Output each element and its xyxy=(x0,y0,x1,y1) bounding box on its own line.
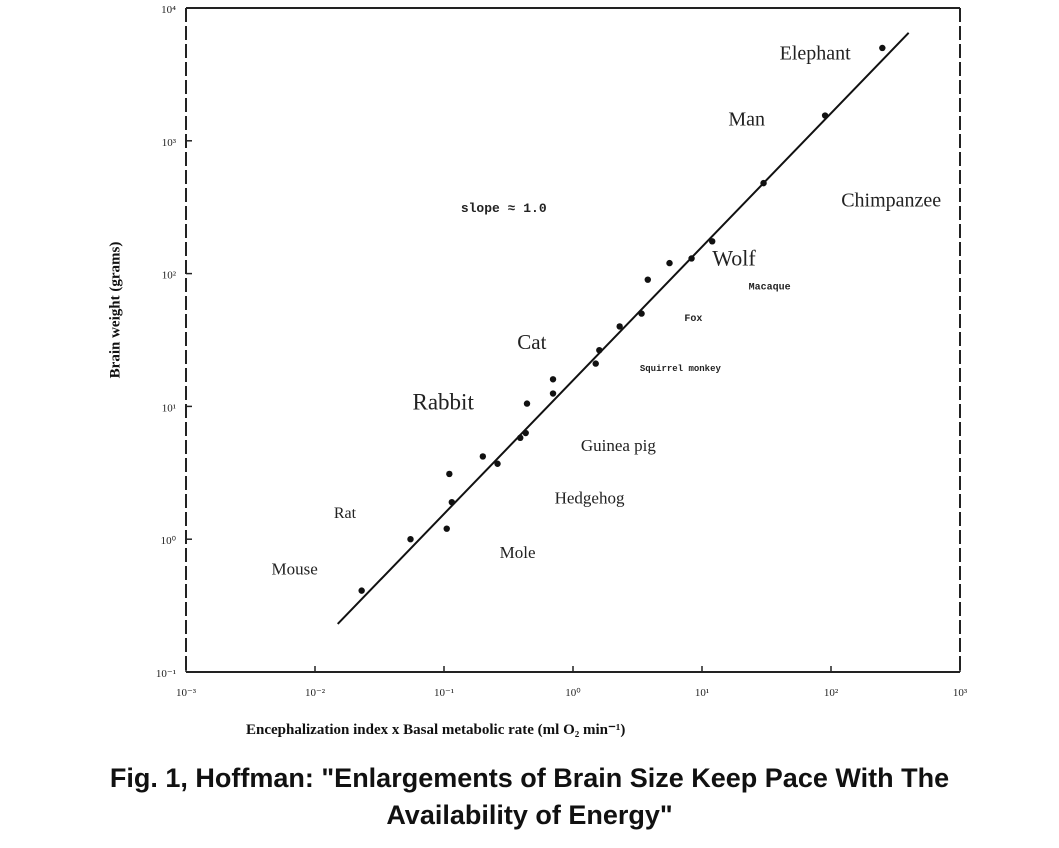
y-axis-label: Brain weight (grams) xyxy=(107,241,124,379)
data-point xyxy=(517,434,524,442)
data-point xyxy=(616,323,623,330)
animal-label: Elephant xyxy=(780,42,852,64)
data-point xyxy=(407,536,414,543)
handwritten-label: slope ≈ 1.0 xyxy=(461,201,547,216)
handwritten-label: Squirrel monkey xyxy=(640,364,722,374)
data-point xyxy=(549,376,557,383)
data-point xyxy=(479,453,487,460)
data-point xyxy=(494,460,501,467)
y-tick-label: 10² xyxy=(162,270,177,282)
animal-label: Rabbit xyxy=(413,389,475,414)
data-point xyxy=(760,179,767,187)
animal-label: Guinea pig xyxy=(581,436,657,455)
y-tick-label: 10⁰ xyxy=(161,535,177,547)
figure-caption-line-2: Availability of Energy" xyxy=(386,800,673,830)
x-tick-label: 10³ xyxy=(953,687,968,699)
animal-label: Cat xyxy=(517,330,546,354)
data-point xyxy=(821,112,829,119)
animal-label: Chimpanzee xyxy=(841,190,941,212)
x-axis-label: Encephalization index x Basal metabolic … xyxy=(246,722,626,738)
data-point xyxy=(448,498,456,506)
data-point xyxy=(666,259,673,267)
data-point xyxy=(446,470,453,478)
animal-label: Man xyxy=(728,109,765,131)
x-tick-label: 10⁻³ xyxy=(176,687,197,699)
data-point xyxy=(596,346,603,354)
animal-label: Wolf xyxy=(712,246,756,271)
data-point xyxy=(879,44,886,52)
regression-line xyxy=(336,32,910,625)
animal-label: Mole xyxy=(500,543,536,562)
data-point xyxy=(549,390,557,397)
handwritten-label: Macaque xyxy=(749,282,791,293)
animal-label: Hedgehog xyxy=(555,489,625,508)
animal-label: Rat xyxy=(334,505,357,522)
handwritten-label: Fox xyxy=(684,314,702,325)
data-point xyxy=(644,276,651,283)
data-point xyxy=(443,525,450,532)
x-tick-label: 10⁻² xyxy=(305,687,326,699)
data-point xyxy=(523,400,531,407)
data-point xyxy=(592,360,599,367)
x-tick-label: 10⁻¹ xyxy=(434,687,454,699)
y-tick-label: 10¹ xyxy=(162,402,176,414)
data-point xyxy=(638,310,645,317)
data-point xyxy=(688,255,695,262)
data-point xyxy=(358,587,365,594)
animal-label: Mouse xyxy=(271,560,317,579)
x-tick-label: 10⁰ xyxy=(565,687,581,699)
figure-caption-line-1: Fig. 1, Hoffman: "Enlargements of Brain … xyxy=(109,763,950,793)
data-point xyxy=(709,238,716,245)
y-tick-label: 10⁴ xyxy=(161,4,176,16)
y-tick-label: 10³ xyxy=(162,137,177,149)
y-axis-title: Brain weight (grams) xyxy=(96,190,136,430)
y-tick-label: 10⁻¹ xyxy=(156,668,176,680)
data-point xyxy=(522,429,529,437)
x-tick-label: 10¹ xyxy=(695,687,709,699)
x-tick-label: 10² xyxy=(824,687,839,699)
